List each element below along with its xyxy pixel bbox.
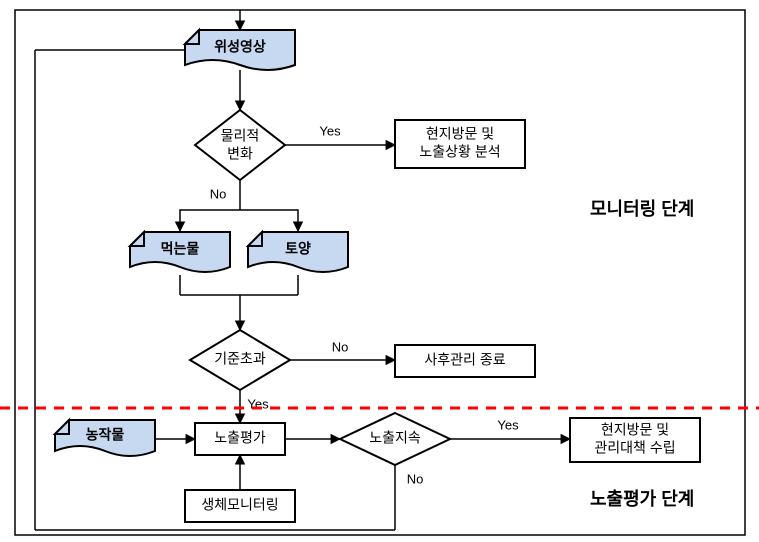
node-crop: 농작물	[55, 420, 155, 456]
svg-text:변화: 변화	[227, 146, 253, 162]
overstd-no-label: No	[332, 339, 349, 354]
section-label-exposure: 노출평가 단계	[590, 489, 694, 509]
svg-text:노출지속: 노출지속	[369, 430, 421, 446]
svg-text:노출평가: 노출평가	[214, 430, 266, 446]
node-soil: 토양	[248, 232, 348, 272]
node-visit_expose: 현지방문 및노출상황 분석	[395, 120, 525, 168]
branch-left	[180, 210, 240, 231]
physchange-no-down-label: No	[210, 186, 227, 201]
cont-no-down-label: No	[407, 471, 424, 486]
branch-right	[240, 210, 298, 231]
nodes-group: 위성영상물리적변화현지방문 및노출상황 분석먹는물토양기준초과사후관리 종료농작…	[55, 30, 700, 522]
svg-text:위성영상: 위성영상	[214, 39, 266, 55]
svg-text:농작물: 농작물	[86, 427, 125, 443]
node-bio_monitor: 생체모니터링	[185, 490, 295, 522]
physchange-yes-label: Yes	[319, 123, 341, 138]
svg-text:토양: 토양	[285, 241, 311, 257]
cont-yes-label: Yes	[497, 417, 519, 432]
svg-text:현지방문 및: 현지방문 및	[601, 422, 669, 438]
node-post_end: 사후관리 종료	[395, 345, 535, 377]
svg-text:사후관리 종료: 사후관리 종료	[424, 352, 505, 368]
svg-text:물리적: 물리적	[221, 128, 260, 144]
node-phys_change: 물리적변화	[195, 110, 285, 180]
node-satellite: 위성영상	[185, 30, 295, 70]
node-expose_eval: 노출평가	[195, 423, 285, 455]
node-over_std: 기준초과	[190, 330, 290, 390]
section-label-monitoring: 모니터링 단계	[590, 199, 694, 219]
svg-text:기준초과: 기준초과	[214, 351, 266, 367]
node-visit_plan: 현지방문 및관리대책 수립	[570, 418, 700, 462]
node-water: 먹는물	[130, 232, 230, 272]
flowchart-svg: YesNoNoYesYesNo위성영상물리적변화현지방문 및노출상황 분석먹는물…	[0, 0, 759, 542]
svg-text:먹는물: 먹는물	[161, 241, 200, 257]
svg-text:관리대책 수립: 관리대책 수립	[594, 440, 675, 456]
node-expose_cont: 노출지속	[340, 413, 450, 465]
svg-text:현지방문 및: 현지방문 및	[426, 126, 494, 142]
svg-text:노출상황 분석: 노출상황 분석	[419, 144, 500, 160]
svg-text:생체모니터링: 생체모니터링	[201, 497, 278, 513]
